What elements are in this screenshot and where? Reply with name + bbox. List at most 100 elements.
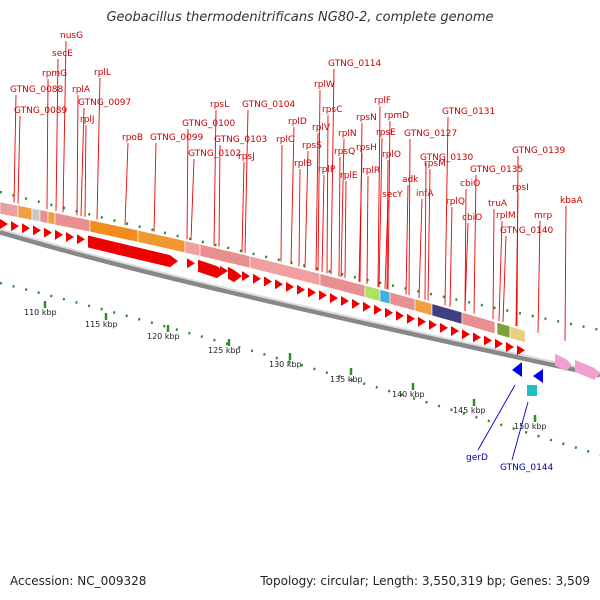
kbp-label: 110 kbp [24, 308, 57, 317]
gene-label: rpmD [384, 111, 409, 121]
kbp-label: 145 kbp [453, 406, 486, 415]
gene-leader-line [17, 115, 21, 204]
gene-leader-line [449, 206, 453, 307]
gene-label: rpsQ [334, 147, 355, 157]
gene-leader-line [564, 205, 567, 341]
gene-leader-line [315, 132, 319, 271]
gene-label: rplB [294, 159, 312, 169]
gene-label: rpsN [356, 113, 377, 123]
gene-arrow-long [228, 266, 242, 283]
gene-label-reverse: gerD [466, 453, 488, 463]
gene-leader-line [444, 116, 449, 306]
gene-arrow [418, 316, 426, 327]
gene-leader-line [537, 220, 541, 333]
gene-arrow-reverse [512, 362, 522, 377]
gene-arrow [297, 284, 305, 295]
gene-leader-line [464, 188, 467, 312]
kbp-label: 125 kbp [208, 346, 241, 355]
gene-leader-line [492, 208, 495, 320]
accession-text: Accession: NC_009328 [10, 574, 147, 588]
gene-leader-line [408, 138, 411, 296]
gene-label: GTNG_0100 [182, 119, 236, 129]
gene-leader-line [502, 235, 507, 323]
gene-label: secY [382, 190, 403, 200]
gene-label: GTNG_0097 [78, 98, 131, 108]
gene-arrow [484, 335, 492, 346]
gene-label: GTNG_0127 [404, 129, 457, 139]
gene-label: rpsM [424, 159, 446, 169]
gene-leader-line [186, 128, 189, 240]
gene-label: rpsC [322, 105, 342, 115]
gene-arrow [77, 234, 85, 245]
gene-label: GTNG_0114 [328, 59, 382, 69]
gene-leader-line [317, 89, 321, 272]
gene-label: rplW [314, 80, 335, 90]
gene-leader-line [427, 168, 431, 301]
gene-arrow [0, 219, 8, 229]
kbp-label: 120 kbp [147, 332, 180, 341]
page-title: Geobacillus thermodenitrificans NG80-2, … [106, 10, 494, 25]
gene-label: rplV [312, 123, 331, 133]
gene-label: GTNG_0131 [442, 107, 495, 117]
gene-arrow [374, 304, 382, 315]
gene-arrow [429, 319, 437, 330]
kbp-tick-layer: 110 kbp 115 kbp 120 kbp 125 kbp 130 kbp 135 k… [24, 301, 547, 431]
summary-text: Topology: circular; Length: 3,550,319 bp… [260, 574, 590, 588]
feature-layer [0, 201, 600, 396]
gene-arrow [66, 231, 74, 242]
feature-block [431, 303, 463, 325]
top-label-layer: nusG secE rpmG rplL GTNG_0088 rplA GTNG_0097 GT… [10, 31, 583, 341]
gene-arrow [517, 345, 525, 356]
gene-leader-line [290, 126, 295, 265]
gene-leader-line [190, 158, 195, 241]
upper-guide-dots [0, 190, 600, 332]
bottom-label-layer: gerD GTNG_0144 [466, 384, 554, 473]
gene-leader-line [218, 144, 221, 247]
gene-label: rpsI [512, 183, 529, 193]
gene-label: infA [416, 189, 434, 199]
gene-label: GTNG_0135 [470, 165, 523, 175]
gene-leader-line [96, 77, 101, 220]
gene-label: rplD [288, 117, 307, 127]
gene-leader-line [338, 156, 341, 277]
gene-label: rplJ [80, 115, 95, 125]
gene-leader-line [464, 222, 469, 312]
gene-leader-line [241, 161, 245, 253]
gene-leader-line-reverse [511, 401, 529, 461]
kbp-label: 135 kbp [330, 375, 363, 384]
gene-arrow [187, 258, 195, 269]
gene-label: rplO [382, 150, 401, 160]
gene-label: rplP [318, 165, 336, 175]
gene-leader-line [153, 142, 157, 232]
gene-arrow [341, 295, 349, 306]
gene-label: rpmG [42, 69, 67, 79]
gene-arrow [473, 332, 481, 343]
gene-arrow [506, 342, 514, 353]
gene-leader-line [321, 174, 325, 273]
gene-label: truA [488, 199, 508, 209]
gene-leader-line [340, 138, 345, 278]
gene-label: GTNG_0102 [188, 149, 241, 159]
feature-block [31, 207, 41, 223]
feature-block [509, 325, 526, 344]
gene-arrow-pink [575, 359, 600, 380]
kbp-label: 130 kbp [269, 360, 302, 369]
gene-label: cbiO [460, 179, 480, 189]
gene-leader-line [377, 105, 381, 287]
gene-label-reverse: GTNG_0144 [500, 463, 554, 473]
gene-arrow [253, 273, 261, 284]
gene-label: cbiO [462, 213, 482, 223]
feature-block [17, 205, 33, 221]
gene-label: rplM [496, 211, 516, 221]
gene-label: rplN [338, 129, 357, 139]
feature-block [379, 288, 391, 305]
gene-label: mrp [534, 211, 552, 221]
feature-block [319, 273, 366, 298]
gene-arrow [44, 227, 52, 238]
gene-arrow-long [88, 235, 178, 268]
feature-block [0, 201, 19, 218]
gene-leader-line [378, 137, 383, 288]
feature-block [39, 209, 49, 224]
gene-leader-line [344, 180, 347, 279]
